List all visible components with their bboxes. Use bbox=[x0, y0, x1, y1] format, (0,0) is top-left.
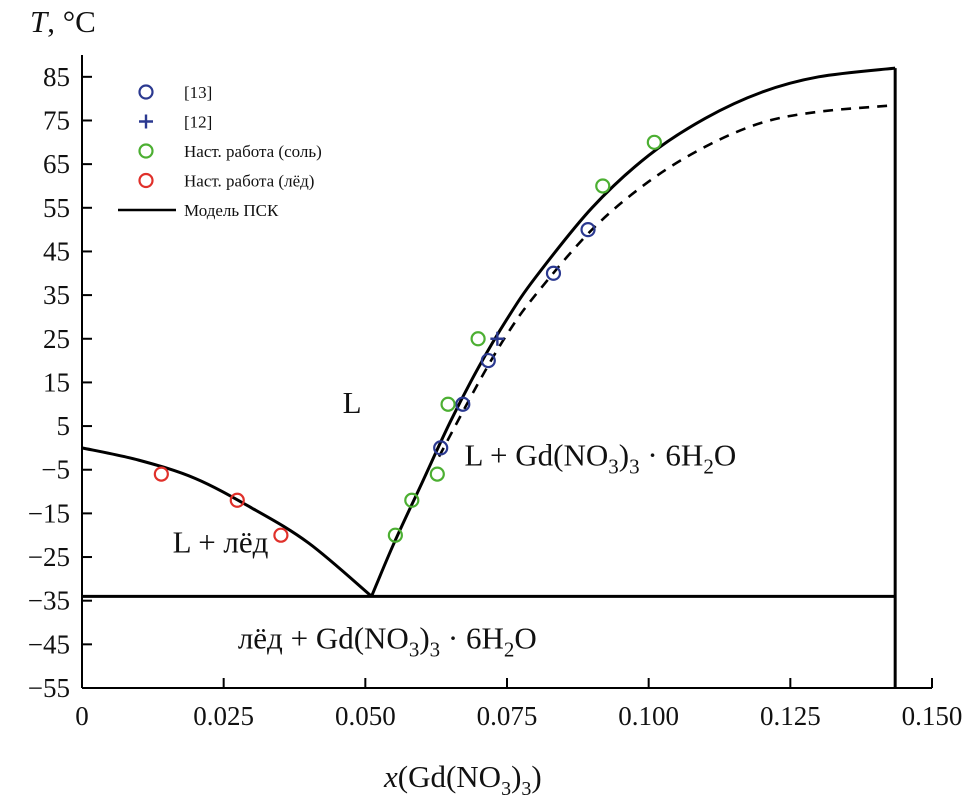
data-point bbox=[455, 396, 471, 412]
y-tick-label: 35 bbox=[43, 280, 70, 310]
legend-marker bbox=[138, 172, 154, 189]
region-label-liquid-salt-sub1: 3 bbox=[608, 454, 619, 478]
data-point bbox=[153, 466, 169, 482]
legend-label: [13] bbox=[184, 83, 212, 102]
region-label-liquid-salt-sub2: 3 bbox=[629, 454, 640, 478]
y-tick-label: 75 bbox=[43, 105, 70, 135]
region-label-liquid-salt-dot: · 6H bbox=[640, 437, 704, 472]
region-label-ice-salt-prefix: лёд + Gd(NO bbox=[238, 621, 409, 656]
region-label-ice-salt-sub3: 2 bbox=[504, 638, 515, 662]
y-tick-label: 65 bbox=[43, 149, 70, 179]
legend: [13] [12] Наст. работа (соль) Наст. работа … bbox=[118, 83, 322, 220]
region-label-liquid-salt-prefix: L + Gd(NO bbox=[465, 437, 609, 472]
legend-label: Наст. работа (лёд) bbox=[184, 172, 314, 191]
y-tick-label: −15 bbox=[28, 498, 70, 528]
region-label-ice-salt-dot: · 6H bbox=[440, 621, 504, 656]
y-axis-title-variable: T bbox=[30, 4, 50, 39]
data-point bbox=[440, 396, 456, 412]
x-tick-label: 0 bbox=[75, 701, 89, 731]
legend-label: [12] bbox=[184, 113, 212, 132]
y-tick-label: −25 bbox=[28, 542, 70, 572]
legend-marker bbox=[139, 114, 153, 129]
data-markers bbox=[153, 134, 662, 543]
x-tick-label: 0.050 bbox=[335, 701, 396, 731]
y-tick-label: 5 bbox=[57, 411, 71, 441]
region-label-ice-salt-end: O bbox=[514, 621, 536, 656]
region-label-ice-salt-sub1: 3 bbox=[409, 638, 420, 662]
legend-label: Модель ПСК bbox=[184, 201, 279, 220]
x-tick-label: 0.075 bbox=[477, 701, 538, 731]
x-axis-title-variable: x bbox=[383, 759, 398, 794]
y-tick-label: −55 bbox=[28, 673, 70, 703]
data-point bbox=[545, 265, 562, 281]
x-axis-title-end: ) bbox=[531, 759, 541, 794]
data-point bbox=[490, 331, 505, 346]
y-tick-label: −35 bbox=[28, 586, 70, 616]
data-point bbox=[387, 527, 403, 543]
data-point bbox=[404, 492, 420, 508]
model-curves bbox=[81, 66, 897, 688]
legend-marker bbox=[138, 143, 154, 159]
x-axis-title-formula: (Gd(NO bbox=[398, 759, 501, 794]
x-axis-title-subscript-2: 3 bbox=[521, 778, 531, 800]
y-tick-label: 45 bbox=[43, 236, 70, 266]
region-label-ice-salt-mid: ) bbox=[419, 621, 429, 656]
x-tick-label: 0.025 bbox=[193, 701, 254, 731]
region-label-liquid-salt-sub3: 2 bbox=[703, 454, 714, 478]
region-label-ice-salt-sub2: 3 bbox=[430, 638, 441, 662]
data-point bbox=[580, 222, 596, 238]
region-label-liquid-ice: L + лёд bbox=[173, 525, 269, 560]
data-point bbox=[433, 440, 449, 456]
data-point bbox=[595, 178, 611, 194]
x-tick-label: 0.150 bbox=[902, 701, 963, 731]
data-point bbox=[480, 352, 496, 369]
y-tick-label: 85 bbox=[43, 62, 70, 92]
region-label-liquid-salt: L + Gd(NO3)3 · 6H2O bbox=[465, 437, 737, 478]
x-tick-label: 0.125 bbox=[760, 701, 821, 731]
model-curve bbox=[81, 446, 373, 598]
legend-marker bbox=[138, 84, 154, 100]
data-point bbox=[273, 527, 289, 543]
region-label-liquid-salt-end: O bbox=[714, 437, 736, 472]
y-tick-label: 55 bbox=[43, 193, 70, 223]
model-curve bbox=[370, 66, 896, 597]
x-tick-label: 0.100 bbox=[618, 701, 679, 731]
y-tick-label: −45 bbox=[28, 629, 70, 659]
region-label-ice-salt: лёд + Gd(NO3)3 · 6H2O bbox=[238, 621, 537, 662]
data-point bbox=[429, 466, 445, 482]
y-axis-title-unit: , °C bbox=[47, 4, 96, 39]
y-ticks: 85 75 65 55 45 35 25 15 5 −5 −15 −25 −35 −45 −55 bbox=[28, 62, 92, 703]
region-label-liquid-salt-mid: ) bbox=[619, 437, 629, 472]
x-axis-title-subscript: 3 bbox=[501, 778, 511, 800]
legend-label: Наст. работа (соль) bbox=[184, 142, 322, 161]
x-ticks: 0 0.025 0.050 0.075 0.100 0.125 0.150 bbox=[75, 678, 962, 731]
region-label-liquid: L bbox=[343, 385, 362, 420]
y-axis-title: T, °C bbox=[30, 4, 96, 39]
model-curve bbox=[437, 103, 896, 458]
data-point bbox=[229, 492, 245, 508]
data-point bbox=[470, 331, 486, 347]
y-tick-label: 15 bbox=[43, 367, 70, 397]
data-point bbox=[646, 134, 662, 150]
y-tick-label: −5 bbox=[41, 455, 70, 485]
x-axis-title-close: ) bbox=[511, 759, 521, 794]
y-tick-label: 25 bbox=[43, 324, 70, 354]
x-axis-title: x(Gd(NO3)3) bbox=[383, 759, 542, 800]
